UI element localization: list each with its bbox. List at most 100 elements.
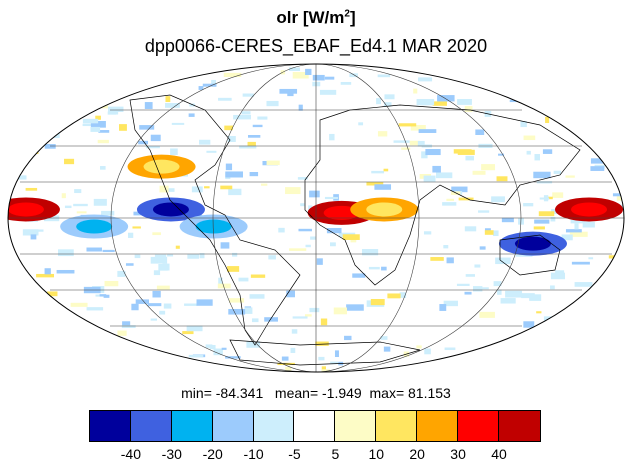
field-cell (374, 184, 392, 190)
field-cell (349, 73, 358, 78)
field-cell (213, 348, 223, 356)
field-cell (103, 294, 110, 298)
field-cell (74, 361, 90, 365)
field-cell (506, 83, 521, 86)
field-cell (102, 249, 115, 253)
field-cell (228, 308, 246, 315)
field-cell (590, 158, 608, 164)
anomaly-core (571, 202, 608, 217)
field-cell (443, 300, 458, 307)
field-cell (18, 293, 30, 296)
field-cell (246, 341, 261, 348)
field-cell (171, 122, 185, 125)
field-cell (550, 216, 556, 222)
field-cell (98, 130, 110, 133)
field-cell (536, 311, 542, 314)
field-cell (478, 210, 490, 213)
field-cell (286, 290, 295, 298)
field-cell (86, 247, 102, 252)
field-cell (14, 296, 32, 301)
field-cell (64, 205, 72, 209)
field-cell (53, 133, 60, 138)
title-close: ] (349, 8, 356, 27)
field-cell (565, 175, 575, 178)
field-cell (218, 277, 223, 285)
field-cell (228, 188, 242, 196)
field-cell (44, 268, 51, 275)
field-cell (387, 293, 401, 299)
field-cell (93, 198, 107, 206)
field-cell (167, 254, 174, 257)
field-cell (409, 140, 420, 146)
anomaly-core (514, 236, 551, 251)
field-cell (333, 307, 348, 315)
field-cell (154, 254, 167, 261)
field-cell (165, 103, 180, 108)
field-cell (334, 350, 339, 358)
field-cell (86, 70, 102, 73)
field-cell (580, 76, 596, 84)
field-cell (188, 354, 204, 358)
field-cell (44, 144, 56, 149)
field-cell (501, 217, 514, 223)
colorbar-bin-10 (498, 411, 540, 441)
field-cell (47, 291, 58, 297)
field-cell (249, 294, 265, 299)
field-cell (29, 133, 46, 136)
field-cell (384, 94, 395, 100)
field-cell (36, 273, 55, 278)
field-cell (289, 248, 307, 251)
field-cell (285, 187, 301, 195)
field-cell (135, 299, 149, 304)
field-cell (616, 195, 624, 201)
field-cell (474, 264, 481, 268)
field-cell (268, 255, 276, 260)
field-cell (122, 321, 131, 327)
field-cell (291, 329, 298, 334)
field-cell (444, 347, 456, 351)
field-cell (377, 131, 388, 137)
field-cell (38, 297, 47, 300)
field-cell (29, 75, 47, 79)
field-cell (264, 317, 278, 322)
anomaly-core (76, 219, 113, 234)
field-cell (305, 68, 312, 75)
field-cell (239, 145, 257, 149)
field-cell (56, 269, 75, 274)
field-cell (104, 280, 119, 287)
field-cell (588, 309, 599, 313)
field-cell (464, 291, 472, 295)
field-cell (413, 88, 418, 94)
field-cell (547, 196, 553, 200)
field-cell (584, 312, 600, 316)
field-cell (465, 155, 475, 161)
field-cell (565, 229, 582, 233)
field-cell (90, 126, 101, 132)
field-cell (550, 272, 566, 280)
field-cell (418, 129, 437, 133)
field-cell (131, 303, 139, 311)
colorbar-tick-label: -40 (120, 446, 142, 462)
field-cell (340, 81, 352, 85)
field-cell (599, 97, 610, 105)
field-cell (227, 136, 236, 142)
field-cell (621, 132, 624, 138)
colorbar-bin-1 (130, 411, 172, 441)
field-cell (117, 81, 135, 89)
field-cell (425, 149, 441, 156)
field-cell (252, 124, 263, 128)
anomaly-core (8, 202, 44, 217)
field-cell (381, 266, 387, 271)
field-cell (475, 129, 485, 135)
field-cell (188, 113, 195, 117)
field-cell (308, 205, 313, 211)
field-cell (75, 105, 90, 113)
field-cell (134, 254, 141, 259)
field-cell (520, 121, 527, 128)
field-cell (570, 101, 585, 108)
field-cell (229, 298, 245, 303)
field-cell (456, 283, 470, 286)
field-cell (479, 311, 495, 318)
field-cell (399, 292, 407, 298)
field-cell (145, 145, 160, 149)
